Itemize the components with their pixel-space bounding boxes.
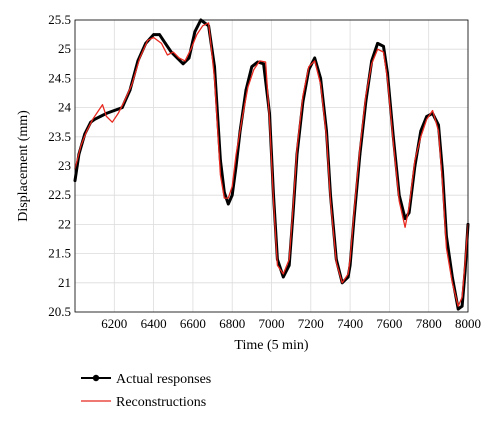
- x-tick-label: 6800: [219, 316, 245, 331]
- x-tick-label: 6200: [101, 316, 127, 331]
- data-point-actual: [93, 117, 96, 121]
- data-point-actual: [234, 164, 238, 168]
- data-point-actual: [287, 263, 291, 267]
- x-tick-label: 6400: [141, 316, 167, 331]
- data-point-actual: [181, 62, 185, 66]
- series-layer: [73, 18, 470, 311]
- plot-frame: [74, 19, 469, 313]
- data-point-actual: [187, 56, 191, 60]
- x-axis-label: Time (5 min): [234, 338, 308, 353]
- data-point-actual: [456, 307, 460, 311]
- data-point-actual: [419, 129, 423, 133]
- legend-swatch-actual-marker: [92, 374, 100, 382]
- data-point-actual: [230, 193, 234, 197]
- data-point-actual: [319, 77, 322, 80]
- data-point-actual: [152, 33, 155, 36]
- data-point-actual: [425, 115, 429, 118]
- data-point-actual: [313, 56, 317, 60]
- data-point-actual: [113, 109, 116, 112]
- y-tick-label: 20.5: [48, 304, 71, 319]
- data-point-actual: [203, 21, 206, 25]
- x-tick-label: 7400: [337, 316, 363, 331]
- data-point-actual: [164, 42, 167, 45]
- y-tick-label: 21: [58, 275, 71, 290]
- legend: Actual responses Reconstructions: [81, 372, 211, 410]
- y-tick-labels: 20.5 21 21.5 22 22.5 23 23.5 24 24.5 25 25.5: [48, 12, 71, 319]
- y-tick-label: 22: [58, 216, 71, 231]
- legend-entry-actual: Actual responses: [81, 372, 211, 387]
- y-tick-label: 21.5: [48, 246, 71, 261]
- legend-label-reconstruction: Reconstructions: [116, 395, 206, 410]
- data-point-actual: [262, 62, 265, 66]
- y-tick-label: 23.5: [48, 129, 71, 144]
- x-tick-label: 6600: [180, 316, 206, 331]
- y-tick-label: 24.5: [48, 70, 71, 85]
- data-point-actual: [281, 275, 285, 279]
- x-tick-labels: 6200 6400 6600 6800 7000 7200 7400 7600 7800 8000: [101, 316, 481, 331]
- legend-label-actual: Actual responses: [116, 372, 211, 387]
- x-tick-label: 7200: [298, 316, 324, 331]
- data-point-actual: [99, 115, 102, 118]
- legend-entry-reconstruction: Reconstructions: [81, 395, 206, 410]
- data-point-actual: [376, 42, 379, 45]
- x-tick-label: 8000: [455, 316, 481, 331]
- data-point-actual: [382, 44, 385, 48]
- x-tick-label: 7800: [416, 316, 442, 331]
- x-tick-label: 7600: [376, 316, 402, 331]
- series-line-reconstruction: [74, 22, 469, 307]
- data-point-actual: [158, 33, 161, 36]
- data-point-actual: [193, 30, 197, 33]
- y-axis-label: Displacement (mm): [16, 110, 31, 222]
- y-tick-label: 22.5: [48, 187, 71, 202]
- data-point-actual: [346, 275, 350, 279]
- data-point-actual: [403, 217, 407, 220]
- data-point-actual: [437, 123, 440, 127]
- y-tick-label: 25: [58, 41, 71, 56]
- y-tick-label: 25.5: [48, 12, 71, 27]
- data-point-actual: [250, 65, 254, 69]
- data-point-actual: [460, 304, 464, 308]
- y-tick-label: 23: [58, 158, 71, 173]
- x-tick-label: 7000: [259, 316, 285, 331]
- y-tick-label: 24: [58, 100, 72, 115]
- data-point-actual: [226, 202, 230, 206]
